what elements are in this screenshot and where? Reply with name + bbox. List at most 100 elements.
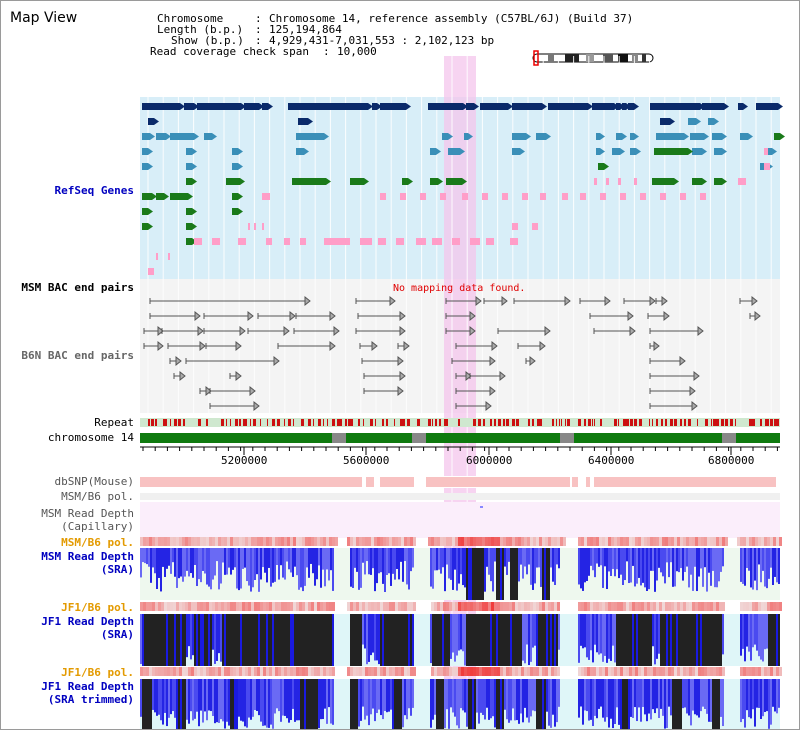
- depth-bar: [176, 679, 178, 729]
- polymorphism-cell: [581, 537, 584, 546]
- repeat-element: [284, 419, 285, 426]
- polymorphism-cell: [725, 537, 728, 546]
- polymorphism-cell: [623, 537, 626, 546]
- gene-pink-feature: [452, 238, 460, 245]
- gene-strand-arrow: [620, 148, 625, 155]
- repeat-element: [301, 419, 304, 426]
- depth-bar: [220, 679, 222, 720]
- bac-end-arrow: [249, 385, 256, 397]
- depth-bar: [656, 548, 658, 581]
- polymorphism-cell: [644, 602, 647, 611]
- depth-bar: [240, 548, 242, 589]
- repeat-label[interactable]: Repeat: [94, 416, 134, 429]
- gene-feature: [464, 133, 468, 140]
- depth-bar: [710, 679, 712, 722]
- bac-end-arrow: [304, 295, 311, 307]
- msm-depth-sra-label[interactable]: MSM Read Depth: [41, 550, 134, 563]
- depth-bar: [180, 679, 182, 729]
- msm-bac-label[interactable]: MSM BAC end pairs: [21, 281, 134, 294]
- polymorphism-cell: [287, 602, 290, 611]
- repeat-element: [198, 419, 201, 426]
- jf1-b6-pol-track-2[interactable]: [140, 667, 782, 676]
- depth-bar: [608, 614, 610, 659]
- polymorphism-cell: [197, 667, 200, 676]
- depth-bar: [718, 679, 720, 729]
- depth-bar: [760, 679, 762, 719]
- repeat-element: [148, 419, 150, 426]
- msm-b6-pol-label-1[interactable]: MSM/B6 pol.: [61, 490, 134, 503]
- jf1-depth-trimmed-label-2[interactable]: (SRA trimmed): [47, 693, 134, 706]
- repeat-element: [770, 419, 773, 426]
- depth-bar: [636, 614, 638, 666]
- depth-bar: [546, 548, 548, 600]
- msm-depth-sra-track[interactable]: [140, 548, 780, 600]
- dbsnp-label[interactable]: dbSNP(Mouse): [54, 475, 134, 488]
- depth-bar: [456, 548, 458, 591]
- bac-end-arrow: [329, 340, 336, 352]
- repeat-element: [707, 419, 708, 426]
- gene-strand-arrow: [194, 103, 199, 110]
- refseq-genes-label[interactable]: RefSeq Genes: [54, 184, 134, 197]
- depth-bar: [272, 614, 274, 666]
- repeat-track[interactable]: [148, 419, 779, 426]
- chromosome-ideogram[interactable]: [532, 50, 654, 66]
- refseq-genes[interactable]: [142, 103, 785, 275]
- jf1-depth-sra-track[interactable]: [140, 614, 780, 666]
- repeat-element: [178, 419, 181, 426]
- repeat-element: [345, 419, 347, 426]
- msm-depth-capillary-track[interactable]: [140, 502, 780, 538]
- chromosome-label[interactable]: chromosome 14: [47, 431, 134, 444]
- depth-bar: [650, 679, 652, 720]
- gene-pink-feature: [380, 193, 386, 200]
- gene-pink-feature: [640, 193, 646, 200]
- jf1-b6-pol-track-1[interactable]: [140, 602, 782, 611]
- dbsnp-track[interactable]: [140, 477, 776, 487]
- depth-bar: [480, 614, 482, 666]
- bac-end-arrow: [679, 355, 686, 367]
- msm-b6-pol-label-2[interactable]: MSM/B6 pol.: [61, 536, 134, 549]
- repeat-element: [680, 419, 682, 426]
- depth-bar: [530, 614, 532, 662]
- depth-bar: [402, 614, 404, 666]
- polymorphism-cell: [254, 667, 257, 676]
- jf1-b6-pol-label-1[interactable]: JF1/B6 pol.: [61, 601, 134, 614]
- depth-bar: [184, 679, 186, 729]
- depth-bar: [528, 614, 530, 666]
- depth-bar: [696, 548, 698, 592]
- polymorphism-cell: [719, 537, 722, 546]
- polymorphism-cell: [326, 537, 329, 546]
- msm-depth-capillary-label-2[interactable]: (Capillary): [61, 520, 134, 533]
- polymorphism-cell: [194, 602, 197, 611]
- depth-bar: [774, 679, 776, 712]
- jf1-b6-pol-label-2[interactable]: JF1/B6 pol.: [61, 666, 134, 679]
- msm-b6-pol-track-2[interactable]: [140, 537, 782, 546]
- depth-bar: [446, 548, 448, 565]
- jf1-depth-sra-label[interactable]: JF1 Read Depth: [41, 615, 134, 628]
- depth-bar: [262, 679, 264, 726]
- polymorphism-cell: [191, 537, 194, 546]
- polymorphism-cell: [665, 602, 668, 611]
- msm-depth-sra-label-2[interactable]: (SRA): [100, 563, 134, 576]
- polymorphism-cell: [332, 602, 335, 611]
- depth-bar: [690, 548, 692, 575]
- polymorphism-cell: [311, 537, 314, 546]
- b6n-bac-label[interactable]: B6N BAC end pairs: [21, 349, 134, 362]
- msm-depth-capillary-label[interactable]: MSM Read Depth: [41, 507, 134, 520]
- depth-bar: [482, 614, 484, 666]
- jf1-depth-trimmed-label[interactable]: JF1 Read Depth: [41, 680, 134, 693]
- msm-b6-pol-track-1[interactable]: [140, 493, 780, 500]
- jf1-depth-sra-label-2[interactable]: (SRA): [100, 628, 134, 641]
- chromosome-bar[interactable]: [140, 433, 780, 443]
- polymorphism-cell: [299, 537, 302, 546]
- polymorphism-cell: [299, 602, 302, 611]
- jf1-depth-trimmed-track[interactable]: [140, 679, 780, 729]
- bac-end-pairs[interactable]: [143, 295, 761, 412]
- ruler-ticks: [142, 447, 778, 455]
- polymorphism-cell: [623, 602, 626, 611]
- depth-bar: [406, 679, 408, 720]
- depth-bar: [472, 614, 474, 666]
- depth-bar: [484, 548, 486, 592]
- depth-bar: [772, 548, 774, 586]
- repeat-element: [226, 419, 227, 426]
